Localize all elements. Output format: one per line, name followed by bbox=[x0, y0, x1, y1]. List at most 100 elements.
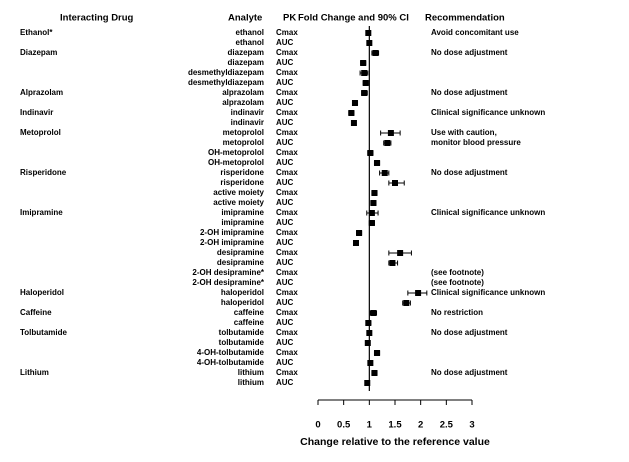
drug-label: Indinavir bbox=[20, 108, 53, 117]
drug-label: Tolbutamide bbox=[20, 328, 68, 337]
point-estimate bbox=[365, 30, 372, 36]
point-estimate bbox=[371, 190, 378, 196]
pk-label: AUC bbox=[276, 78, 294, 87]
analyte-label: OH-metoprolol bbox=[208, 148, 264, 157]
drug-label: Ethanol* bbox=[20, 28, 53, 37]
analyte-label: diazepam bbox=[228, 48, 264, 57]
recommendation: No dose adjustment bbox=[431, 48, 508, 57]
drug-label: Caffeine bbox=[20, 308, 52, 317]
point-estimate bbox=[387, 130, 394, 136]
pk-label: AUC bbox=[276, 358, 294, 367]
analyte-label: alprazolam bbox=[222, 98, 264, 107]
point-estimate bbox=[370, 310, 377, 316]
analyte-label: caffeine bbox=[234, 308, 265, 317]
point-estimate bbox=[351, 100, 358, 106]
x-tick-label: 0.5 bbox=[337, 420, 351, 431]
drug-label: Lithium bbox=[20, 368, 49, 377]
point-estimate bbox=[368, 210, 375, 216]
drug-label: Metoprolol bbox=[20, 128, 61, 137]
analyte-label: tolbutamide bbox=[219, 338, 265, 347]
point-estimate bbox=[370, 200, 377, 206]
recommendation: No dose adjustment bbox=[431, 368, 508, 377]
point-estimate bbox=[374, 350, 381, 356]
pk-label: Cmax bbox=[276, 148, 298, 157]
pk-label: AUC bbox=[276, 178, 294, 187]
analyte-label: haloperidol bbox=[221, 288, 264, 297]
analyte-label: 2-OH imipramine bbox=[200, 238, 265, 247]
pk-label: AUC bbox=[276, 298, 294, 307]
pk-label: AUC bbox=[276, 98, 294, 107]
point-estimate bbox=[389, 260, 396, 266]
pk-label: Cmax bbox=[276, 328, 298, 337]
point-estimate bbox=[360, 60, 367, 66]
analyte-label: desmethyldiazepam bbox=[188, 78, 264, 87]
recommendation: No dose adjustment bbox=[431, 328, 508, 337]
drug-label: Alprazolam bbox=[20, 88, 63, 97]
header-pk: PK bbox=[283, 13, 296, 24]
point-estimate bbox=[368, 220, 375, 226]
pk-label: Cmax bbox=[276, 368, 298, 377]
header-ci: Fold Change and 90% CI bbox=[298, 13, 409, 24]
point-estimate bbox=[384, 140, 391, 146]
header-recommendation: Recommendation bbox=[425, 13, 505, 24]
pk-label: Cmax bbox=[276, 268, 298, 277]
drug-label: Risperidone bbox=[20, 168, 67, 177]
pk-label: AUC bbox=[276, 218, 294, 227]
x-axis-label: Change relative to the reference value bbox=[300, 436, 490, 448]
analyte-label: 2-OH desipramine* bbox=[192, 278, 264, 287]
analyte-label: desmethyldiazepam bbox=[188, 68, 264, 77]
point-estimate bbox=[397, 250, 404, 256]
pk-label: AUC bbox=[276, 118, 294, 127]
analyte-label: 4-OH-tolbutamide bbox=[197, 358, 265, 367]
analyte-label: imipramine bbox=[221, 218, 264, 227]
point-estimate bbox=[362, 80, 369, 86]
pk-label: Cmax bbox=[276, 228, 298, 237]
point-estimate bbox=[364, 340, 371, 346]
analyte-label: alprazolam bbox=[222, 88, 264, 97]
header-analyte: Analyte bbox=[228, 13, 262, 24]
analyte-label: 4-OH-tolbutamide bbox=[197, 348, 265, 357]
recommendation: (see footnote) bbox=[431, 278, 484, 287]
analyte-label: active moiety bbox=[213, 188, 264, 197]
point-estimate bbox=[361, 70, 368, 76]
analyte-label: lithium bbox=[238, 368, 264, 377]
pk-label: AUC bbox=[276, 258, 294, 267]
recommendation: No dose adjustment bbox=[431, 168, 508, 177]
analyte-label: 2-OH desipramine* bbox=[192, 268, 264, 277]
pk-label: Cmax bbox=[276, 188, 298, 197]
point-estimate bbox=[356, 230, 363, 236]
analyte-label: lithium bbox=[238, 378, 264, 387]
recommendation: Clinical significance unknown bbox=[431, 108, 545, 117]
pk-label: Cmax bbox=[276, 348, 298, 357]
analyte-label: ethanol bbox=[236, 28, 264, 37]
point-estimate bbox=[381, 170, 388, 176]
analyte-label: ethanol bbox=[236, 38, 264, 47]
analyte-label: haloperidol bbox=[221, 298, 264, 307]
pk-label: Cmax bbox=[276, 248, 298, 257]
recommendation: No restriction bbox=[431, 308, 483, 317]
point-estimate bbox=[367, 360, 374, 366]
analyte-label: caffeine bbox=[234, 318, 265, 327]
x-tick-label: 2.5 bbox=[440, 420, 454, 431]
recommendation: Use with caution, bbox=[431, 128, 497, 137]
point-estimate bbox=[415, 290, 422, 296]
point-estimate bbox=[374, 160, 381, 166]
x-tick-label: 1.5 bbox=[388, 420, 402, 431]
analyte-label: imipramine bbox=[221, 208, 264, 217]
pk-label: AUC bbox=[276, 318, 294, 327]
analyte-label: indinavir bbox=[231, 108, 264, 117]
header-drug: Interacting Drug bbox=[60, 13, 134, 24]
analyte-label: indinavir bbox=[231, 118, 264, 127]
recommendation: monitor blood pressure bbox=[431, 138, 521, 147]
x-tick-label: 2 bbox=[418, 420, 423, 431]
point-estimate bbox=[361, 90, 368, 96]
point-estimate bbox=[348, 110, 355, 116]
x-tick-label: 3 bbox=[469, 420, 474, 431]
pk-label: AUC bbox=[276, 138, 294, 147]
point-estimate bbox=[352, 240, 359, 246]
point-estimate bbox=[364, 380, 371, 386]
pk-label: Cmax bbox=[276, 208, 298, 217]
analyte-label: risperidone bbox=[220, 168, 264, 177]
analyte-label: metoprolol bbox=[223, 138, 264, 147]
